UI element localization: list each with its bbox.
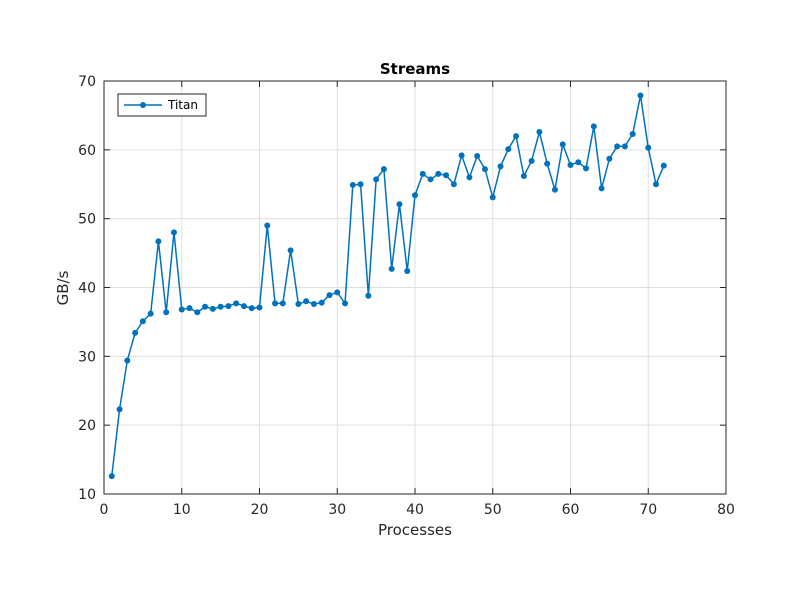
x-tick-label: 80 [717, 502, 735, 518]
x-tick-label: 70 [639, 502, 657, 518]
data-point [163, 309, 170, 316]
x-tick-label: 10 [173, 502, 191, 518]
data-point [660, 162, 667, 169]
y-tick-label: 60 [78, 143, 96, 159]
data-point [481, 166, 488, 173]
legend-entry-titan: Titan [167, 98, 198, 112]
data-point [551, 186, 558, 193]
data-point [256, 304, 263, 311]
y-tick-label: 40 [78, 281, 96, 297]
data-point [217, 303, 224, 310]
data-point [505, 146, 512, 153]
legend: Titan [117, 93, 207, 117]
data-point [614, 143, 621, 150]
x-tick-label: 0 [100, 502, 109, 518]
data-point [116, 406, 123, 413]
data-point [513, 133, 520, 140]
data-point [334, 289, 341, 296]
data-point [380, 166, 387, 173]
data-point [396, 201, 403, 208]
data-point [575, 159, 582, 166]
data-point [170, 229, 177, 236]
data-point [349, 181, 356, 188]
data-point [202, 303, 209, 310]
data-point [528, 157, 535, 164]
data-point [365, 292, 372, 299]
y-tick-label: 70 [78, 74, 96, 90]
data-point [645, 144, 652, 151]
data-point [637, 92, 644, 99]
data-point [427, 176, 434, 183]
data-point [132, 329, 139, 336]
data-point [209, 305, 216, 312]
data-point [621, 143, 628, 150]
data-point [497, 163, 504, 170]
data-point [279, 300, 286, 307]
y-tick-label: 50 [78, 212, 96, 228]
x-tick-label: 60 [562, 502, 580, 518]
data-point [489, 194, 496, 201]
data-point [186, 305, 193, 312]
data-point [653, 181, 660, 188]
data-point [419, 170, 426, 177]
grid [103, 80, 727, 495]
data-point [139, 318, 146, 325]
x-tick-label: 20 [251, 502, 269, 518]
data-point [567, 161, 574, 168]
data-point [295, 301, 302, 308]
x-tick-label: 50 [484, 502, 502, 518]
data-point [147, 310, 154, 317]
data-point [326, 292, 333, 299]
data-point [590, 123, 597, 130]
data-point [598, 185, 605, 192]
data-point [435, 170, 442, 177]
data-point [559, 141, 566, 148]
data-point [225, 303, 232, 310]
data-point [194, 309, 201, 316]
data-point [388, 265, 395, 272]
x-axis-label: Processes [378, 521, 452, 539]
series-layer [108, 92, 667, 480]
data-point [404, 267, 411, 274]
data-point [357, 181, 364, 188]
data-point [108, 473, 115, 480]
data-point [450, 181, 457, 188]
data-point [583, 165, 590, 172]
data-point [474, 153, 481, 160]
data-point [248, 305, 255, 312]
data-point [412, 192, 418, 199]
data-point [342, 300, 349, 307]
data-point [124, 357, 131, 364]
data-point [536, 128, 543, 135]
data-point [544, 160, 551, 167]
data-point [303, 298, 310, 305]
data-point [287, 247, 294, 254]
y-tick-label: 10 [78, 487, 96, 503]
y-tick-label: 20 [78, 418, 96, 434]
x-tick-label: 40 [406, 502, 424, 518]
y-axis-label: GB/s [54, 270, 72, 305]
data-point [466, 174, 473, 181]
data-point [264, 222, 271, 229]
data-point [318, 299, 325, 306]
data-point [155, 238, 162, 245]
data-point [310, 301, 317, 308]
data-point [240, 303, 247, 310]
x-tick-label: 30 [328, 502, 346, 518]
data-point [629, 131, 636, 137]
data-point [458, 152, 465, 159]
data-point [272, 300, 279, 307]
data-point [606, 155, 613, 162]
data-point [443, 172, 450, 179]
data-point [520, 172, 527, 179]
data-point [178, 306, 185, 313]
chart-title: Streams [380, 60, 450, 78]
y-tick-label: 30 [78, 349, 96, 365]
data-point [373, 176, 380, 183]
legend-marker [140, 102, 146, 108]
data-point [233, 300, 240, 307]
